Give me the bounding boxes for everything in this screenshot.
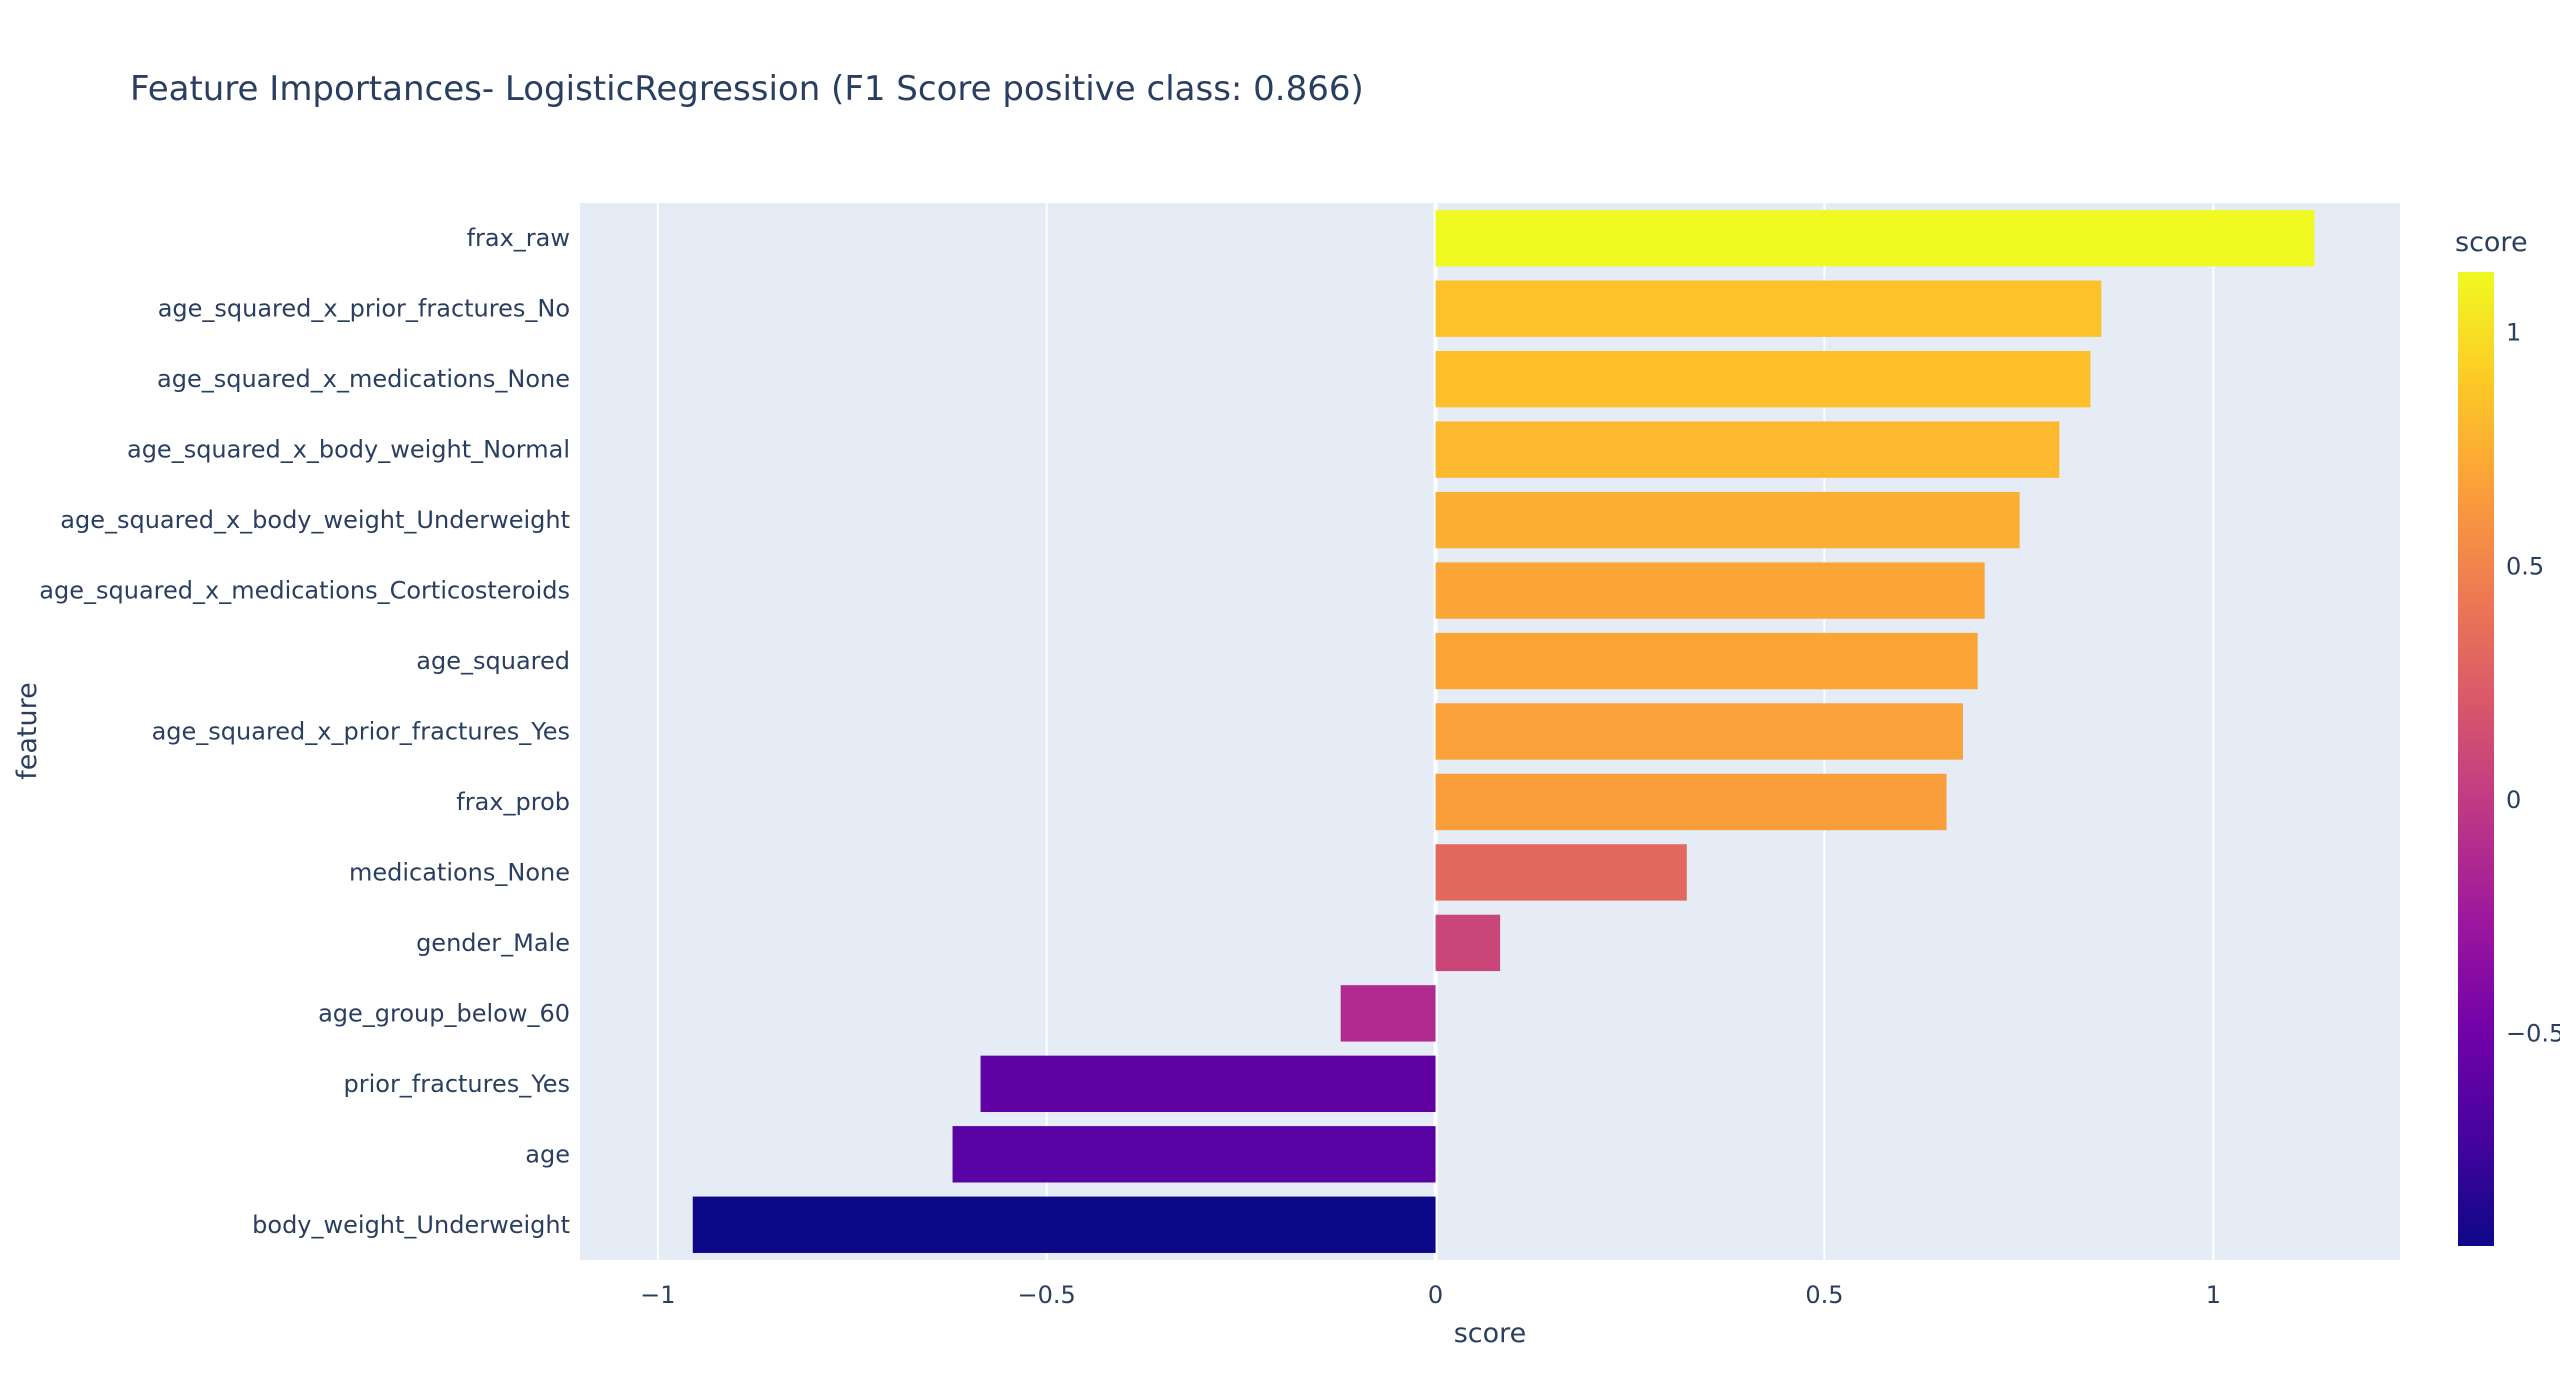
y-tick-label: age_group_below_60 — [318, 999, 570, 1027]
bar-age_squared_x_body_weight_Normal — [1435, 421, 2060, 478]
y-tick-label: age_squared_x_body_weight_Normal — [127, 436, 570, 464]
y-tick-label: age_squared_x_medications_None — [157, 365, 570, 393]
x-axis-title: score — [1454, 1318, 1527, 1349]
y-tick-label: age_squared_x_prior_fractures_Yes — [152, 718, 570, 746]
bar-body_weight_Underweight — [692, 1196, 1436, 1253]
y-tick-labels: frax_raw age_squared_x_prior_fractures_No… — [39, 224, 570, 1239]
bar-medications_None — [1435, 844, 1687, 901]
bar-age_squared_x_body_weight_Underweight — [1435, 491, 2020, 549]
colorbar-title: score — [2455, 227, 2528, 258]
bars — [692, 210, 2315, 1253]
y-axis-title: feature — [12, 682, 43, 779]
y-tick-label: gender_Male — [416, 929, 570, 957]
y-tick-label: age_squared_x_prior_fractures_No — [158, 295, 570, 323]
chart-title: Feature Importances- LogisticRegression … — [130, 69, 1364, 109]
bar-prior_fractures_Yes — [980, 1055, 1436, 1113]
bar-age_squared_x_medications_Corticosteroids — [1435, 562, 1985, 619]
bar-frax_raw — [1435, 210, 2315, 267]
x-tick-labels: −1 −0.5 0 0.5 1 — [640, 1281, 2221, 1309]
bar-age_squared_x_prior_fractures_Yes — [1435, 703, 1963, 760]
colorbar-tick-label: 0 — [2506, 786, 2521, 814]
x-tick-label: 0 — [1428, 1281, 1443, 1309]
bar-gender_Male — [1435, 914, 1501, 972]
colorbar-tick-labels: 1 0.5 0 −0.5 — [2506, 319, 2560, 1048]
y-tick-label: medications_None — [349, 858, 570, 886]
y-tick-label: age — [525, 1140, 570, 1168]
bar-age_squared_x_medications_None — [1435, 350, 2091, 408]
bar-age_group_below_60 — [1340, 985, 1436, 1042]
x-tick-label: −1 — [640, 1281, 675, 1309]
x-tick-label: 0.5 — [1805, 1281, 1843, 1309]
y-tick-label: age_squared — [416, 647, 570, 675]
bar-age_squared_x_prior_fractures_No — [1435, 280, 2102, 337]
y-tick-label: body_weight_Underweight — [252, 1211, 570, 1239]
bar-frax_prob — [1435, 773, 1947, 831]
colorbar-tick-label: −0.5 — [2506, 1019, 2560, 1047]
colorbar-tick-label: 1 — [2506, 319, 2521, 347]
y-tick-label: prior_fractures_Yes — [343, 1070, 570, 1098]
y-tick-label: age_squared_x_body_weight_Underweight — [60, 506, 570, 534]
colorbar-gradient — [2458, 272, 2494, 1246]
bar-age — [952, 1126, 1436, 1183]
x-tick-label: −0.5 — [1018, 1281, 1076, 1309]
bar-age_squared — [1435, 632, 1978, 690]
y-tick-label: age_squared_x_medications_Corticosteroid… — [39, 577, 570, 605]
colorbar: score 1 0.5 0 −0.5 — [2455, 227, 2560, 1246]
x-tick-label: 1 — [2206, 1281, 2221, 1309]
colorbar-tick-label: 0.5 — [2506, 552, 2544, 580]
y-tick-label: frax_raw — [467, 224, 570, 252]
y-tick-label: frax_prob — [456, 788, 570, 816]
